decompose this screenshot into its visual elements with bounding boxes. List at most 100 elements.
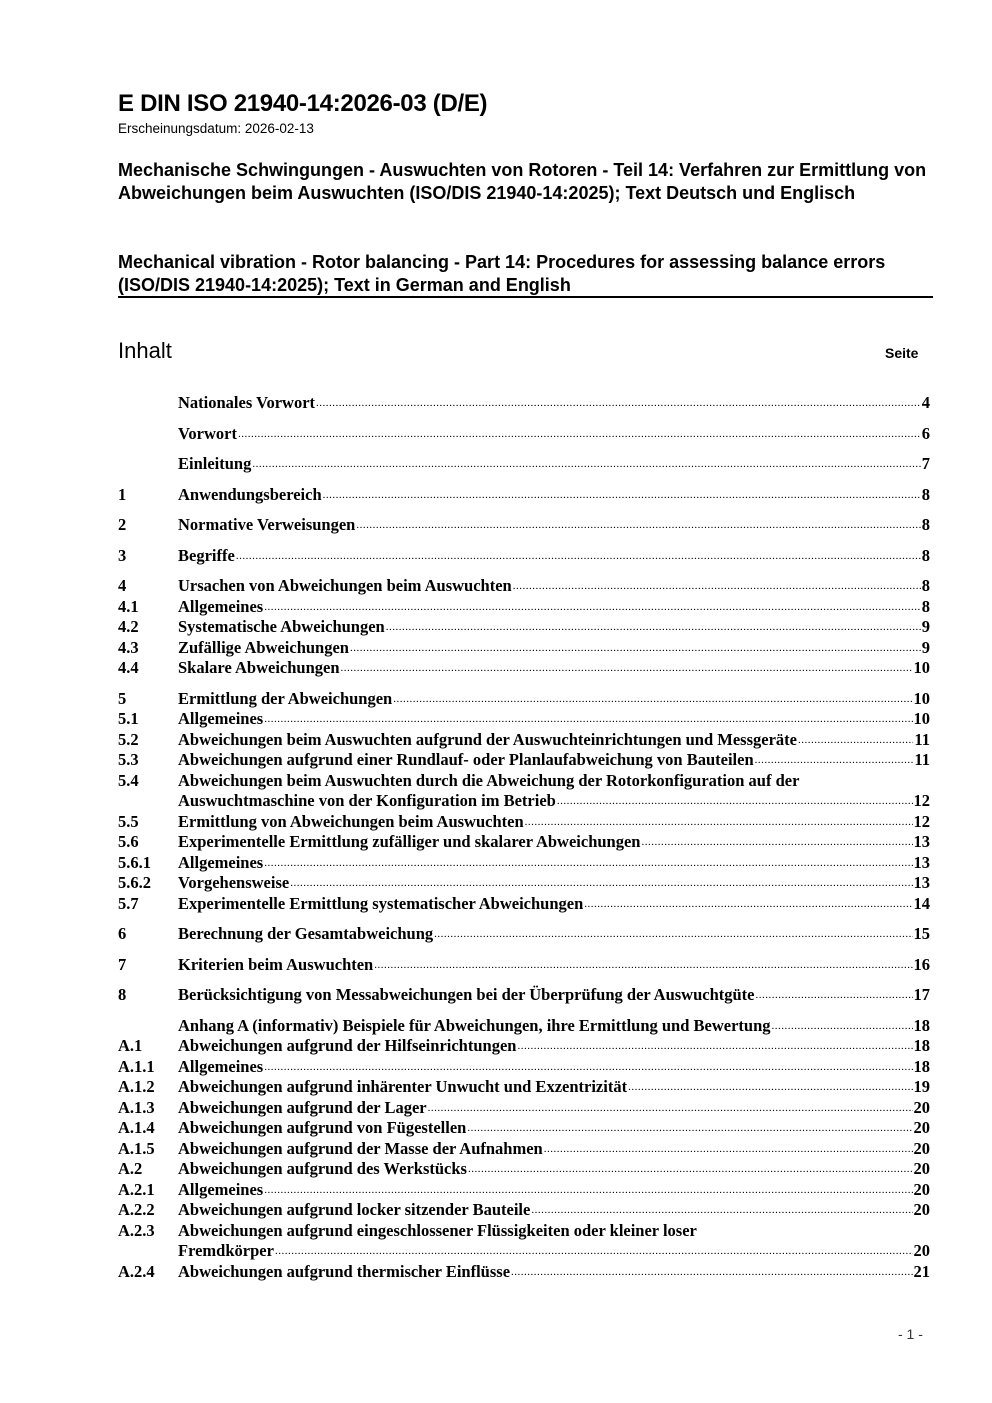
toc-entry-page: 10	[913, 709, 931, 728]
toc-entry[interactable]: 4 Ursachen von Abweichungen beim Auswucht…	[118, 576, 930, 597]
toc-entry-number: 4.4	[118, 658, 139, 677]
toc-entry-page: 7	[921, 454, 930, 473]
toc-entry-page: 13	[913, 852, 931, 872]
toc-entry-number: A.2.1	[118, 1179, 155, 1199]
toc-entry[interactable]: 6 Berechnung der Gesamtabweichung 15	[118, 924, 930, 945]
toc-entry-page: 8	[921, 596, 930, 616]
toc-entry-page: 21	[913, 1261, 931, 1281]
toc-entry[interactable]: 4.2 Systematische Abweichungen 9	[118, 617, 930, 638]
toc-entry[interactable]: 5.6.2 Vorgehensweise 13	[118, 873, 930, 894]
dot-leader	[238, 424, 921, 445]
dot-leader	[290, 873, 912, 894]
toc-entry[interactable]: 4.4 Skalare Abweichungen 10	[118, 658, 930, 679]
toc-entry-title: Allgemeines	[178, 709, 264, 728]
toc-entry-page: 15	[913, 924, 931, 943]
toc-entry-title: Abweichungen aufgrund inhärenter Unwucht…	[178, 1077, 628, 1096]
toc-entry[interactable]: A.2.2 Abweichungen aufgrund locker sitzen…	[118, 1200, 930, 1221]
toc-entry-title: Normative Verweisungen	[178, 515, 356, 534]
toc-entry-page: 10	[913, 688, 931, 708]
toc-entry-title: Abweichungen aufgrund thermischer Einflü…	[178, 1261, 511, 1281]
toc-entry-continuation[interactable]: Fremdkörper 20	[118, 1241, 930, 1262]
toc-entry[interactable]: A.1 Abweichungen aufgrund der Hilfseinric…	[118, 1036, 930, 1057]
toc-entry-number: 5.6.2	[118, 873, 151, 892]
toc-entry-title: Einleitung	[178, 454, 252, 473]
toc-entry-title: Anwendungsbereich	[178, 484, 322, 504]
toc-entry-indent	[118, 1241, 178, 1262]
page-column-label: Seite	[885, 345, 919, 361]
toc-entry[interactable]: A.1.2 Abweichungen aufgrund inhärenter Un…	[118, 1077, 930, 1098]
dot-leader	[798, 730, 913, 751]
toc-entry[interactable]: 5.7 Experimentelle Ermittlung systematisc…	[118, 894, 930, 915]
toc-entry[interactable]: 5.2 Abweichungen beim Auswuchten aufgrund…	[118, 730, 930, 751]
toc-entry-title: Abweichungen aufgrund des Werkstücks	[178, 1159, 467, 1178]
toc-entry[interactable]: 3 Begriffe 8	[118, 546, 930, 567]
dot-leader	[755, 750, 914, 771]
toc-entry[interactable]: 4.1 Allgemeines 8	[118, 597, 930, 618]
toc-entry-title: Systematische Abweichungen	[178, 617, 385, 636]
toc-entry-title: Zufällige Abweichungen	[178, 637, 349, 657]
toc-entry[interactable]: 4.3 Zufällige Abweichungen 9	[118, 638, 930, 659]
toc-entry[interactable]: Vorwort 6	[118, 424, 930, 445]
toc-entry[interactable]: 7 Kriterien beim Auswuchten 16	[118, 955, 930, 976]
dot-leader	[264, 1057, 912, 1078]
dot-leader	[531, 1200, 912, 1221]
toc-entry[interactable]: A.1.4 Abweichungen aufgrund von Fügestell…	[118, 1118, 930, 1139]
toc-entry-number: 5.4	[118, 770, 139, 790]
toc-entry-title: Ermittlung von Abweichungen beim Auswuch…	[178, 811, 524, 831]
toc-entry[interactable]: A.1.3 Abweichungen aufgrund der Lager 20	[118, 1098, 930, 1119]
toc-entry-page: 8	[921, 515, 930, 534]
toc-entry[interactable]: A.2.4 Abweichungen aufgrund thermischer E…	[118, 1262, 930, 1283]
toc-entry[interactable]: 8 Berücksichtigung von Messabweichungen b…	[118, 985, 930, 1006]
toc-entry-title: Ursachen von Abweichungen beim Auswuchte…	[178, 576, 512, 595]
toc-entry-number: 5	[118, 688, 127, 708]
toc-entry[interactable]: A.2.1 Allgemeines 20	[118, 1180, 930, 1201]
toc-entry-title: Abweichungen aufgrund der Masse der Aufn…	[178, 1138, 543, 1158]
toc-entry-page: 13	[913, 873, 931, 892]
toc-entry[interactable]: Einleitung 7	[118, 454, 930, 475]
toc-entry[interactable]: A.2 Abweichungen aufgrund des Werkstücks 2…	[118, 1159, 930, 1180]
dot-leader	[264, 597, 921, 618]
toc-entry-title: Vorgehensweise	[178, 873, 290, 892]
toc-entry[interactable]: A.2.3 Abweichungen aufgrund eingeschlosse…	[118, 1221, 930, 1242]
toc-entry-number: A.2.3	[118, 1220, 155, 1240]
dot-leader	[756, 985, 913, 1006]
toc-entry[interactable]: 2 Normative Verweisungen 8	[118, 515, 930, 536]
dot-leader	[557, 791, 913, 812]
toc-entry[interactable]: 5 Ermittlung der Abweichungen 10	[118, 689, 930, 710]
toc-entry-number: 1	[118, 484, 127, 504]
toc-entry-title: Anhang A (informativ) Beispiele für Abwe…	[178, 1015, 771, 1035]
toc-heading: Inhalt	[118, 338, 172, 363]
dot-leader	[386, 617, 921, 638]
toc-entry-number: 6	[118, 924, 127, 943]
publication-date: Erscheinungsdatum: 2026-02-13	[118, 121, 314, 136]
dot-leader	[264, 1180, 912, 1201]
toc-entry[interactable]: 5.1 Allgemeines 10	[118, 709, 930, 730]
toc-entry-continuation[interactable]: Auswuchtmaschine von der Konfiguration i…	[118, 791, 930, 812]
toc-entry-number: 3	[118, 545, 127, 565]
toc-entry-page: 8	[921, 545, 930, 565]
dot-leader	[264, 709, 912, 730]
toc-entry-number: 2	[118, 515, 127, 534]
toc-entry[interactable]: 1 Anwendungsbereich 8	[118, 485, 930, 506]
dot-leader	[641, 832, 912, 853]
toc-entry-page: 10	[913, 658, 931, 677]
toc-entry-number: A.1.4	[118, 1118, 155, 1137]
toc-entry[interactable]: A.1.5 Abweichungen aufgrund der Masse der…	[118, 1139, 930, 1160]
toc-entry[interactable]: Nationales Vorwort 4	[118, 393, 930, 414]
toc-entry[interactable]: A.1.1 Allgemeines 18	[118, 1057, 930, 1078]
toc-entry-title: Abweichungen aufgrund locker sitzender B…	[178, 1200, 531, 1219]
toc-entry[interactable]: 5.6.1 Allgemeines 13	[118, 853, 930, 874]
toc-entry-number: 5.1	[118, 709, 139, 728]
toc-entry[interactable]: 5.4 Abweichungen beim Auswuchten durch di…	[118, 771, 930, 792]
toc-entry-page: 6	[921, 423, 930, 443]
dot-leader	[350, 638, 921, 659]
toc-entry[interactable]: 5.5 Ermittlung von Abweichungen beim Ausw…	[118, 812, 930, 833]
toc-entry-page: 20	[913, 1159, 931, 1178]
toc-entry[interactable]: 5.3 Abweichungen aufgrund einer Rundlauf-…	[118, 750, 930, 771]
toc-entry[interactable]: Anhang A (informativ) Beispiele für Abwe…	[118, 1016, 930, 1037]
toc-entry-title: Abweichungen beim Auswuchten aufgrund de…	[178, 729, 797, 749]
toc-entry-number: 5.6	[118, 832, 139, 851]
toc-entry-number: 5.3	[118, 750, 139, 769]
dot-leader	[252, 454, 920, 475]
toc-entry[interactable]: 5.6 Experimentelle Ermittlung zufälliger …	[118, 832, 930, 853]
